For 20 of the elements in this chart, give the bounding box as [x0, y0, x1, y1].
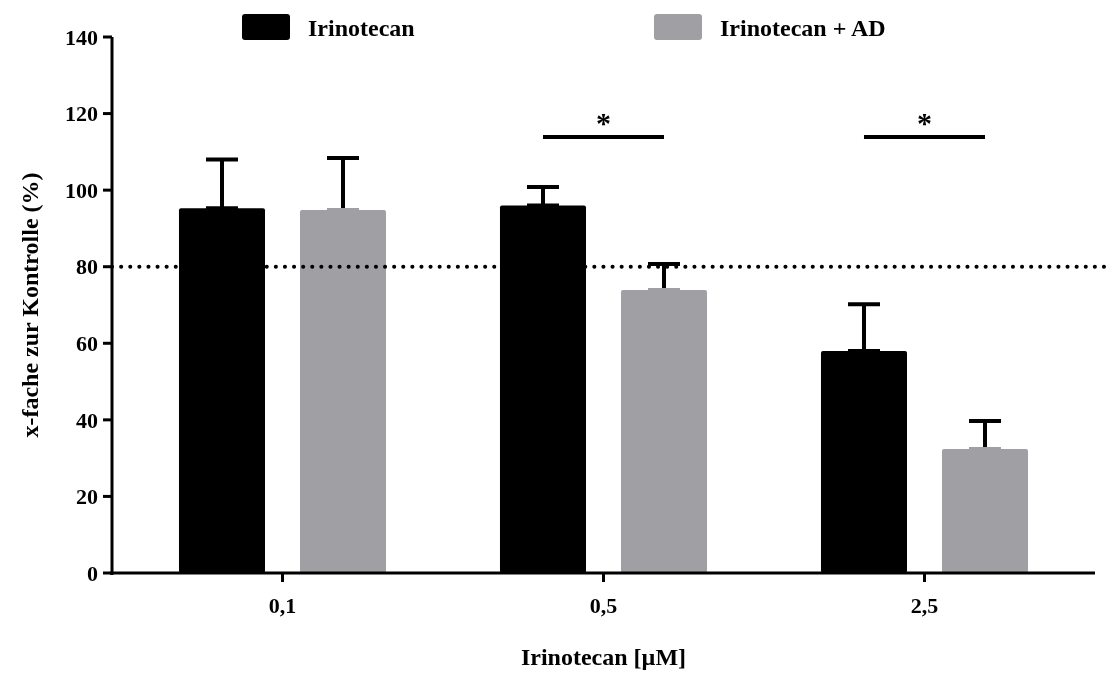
y-tick-label: 140	[65, 24, 98, 50]
x-tick-label: 0,5	[589, 593, 618, 618]
bar	[300, 210, 387, 573]
y-tick-label: 60	[76, 330, 98, 356]
y-tick-label: 0	[87, 560, 98, 586]
y-tick-label: 20	[76, 484, 98, 510]
annotation: *	[596, 106, 611, 139]
x-tick-label: 0,1	[268, 593, 297, 618]
x-tick-label: 2,5	[910, 593, 939, 618]
y-axis-title: x-fache zur Kontrolle (%)	[17, 172, 43, 438]
x-axis-title: Irinotecan [µM]	[520, 644, 687, 670]
y-tick-label: 120	[65, 101, 98, 127]
bar	[942, 448, 1029, 573]
legend-label: Irinotecan + AD	[720, 15, 886, 42]
y-tick-label: 80	[76, 254, 98, 280]
y-tick-label: 100	[65, 177, 98, 203]
annotation: *	[917, 106, 932, 139]
legend-label: Irinotecan	[308, 15, 415, 42]
y-tick-label: 40	[76, 407, 98, 433]
bar	[621, 290, 708, 573]
